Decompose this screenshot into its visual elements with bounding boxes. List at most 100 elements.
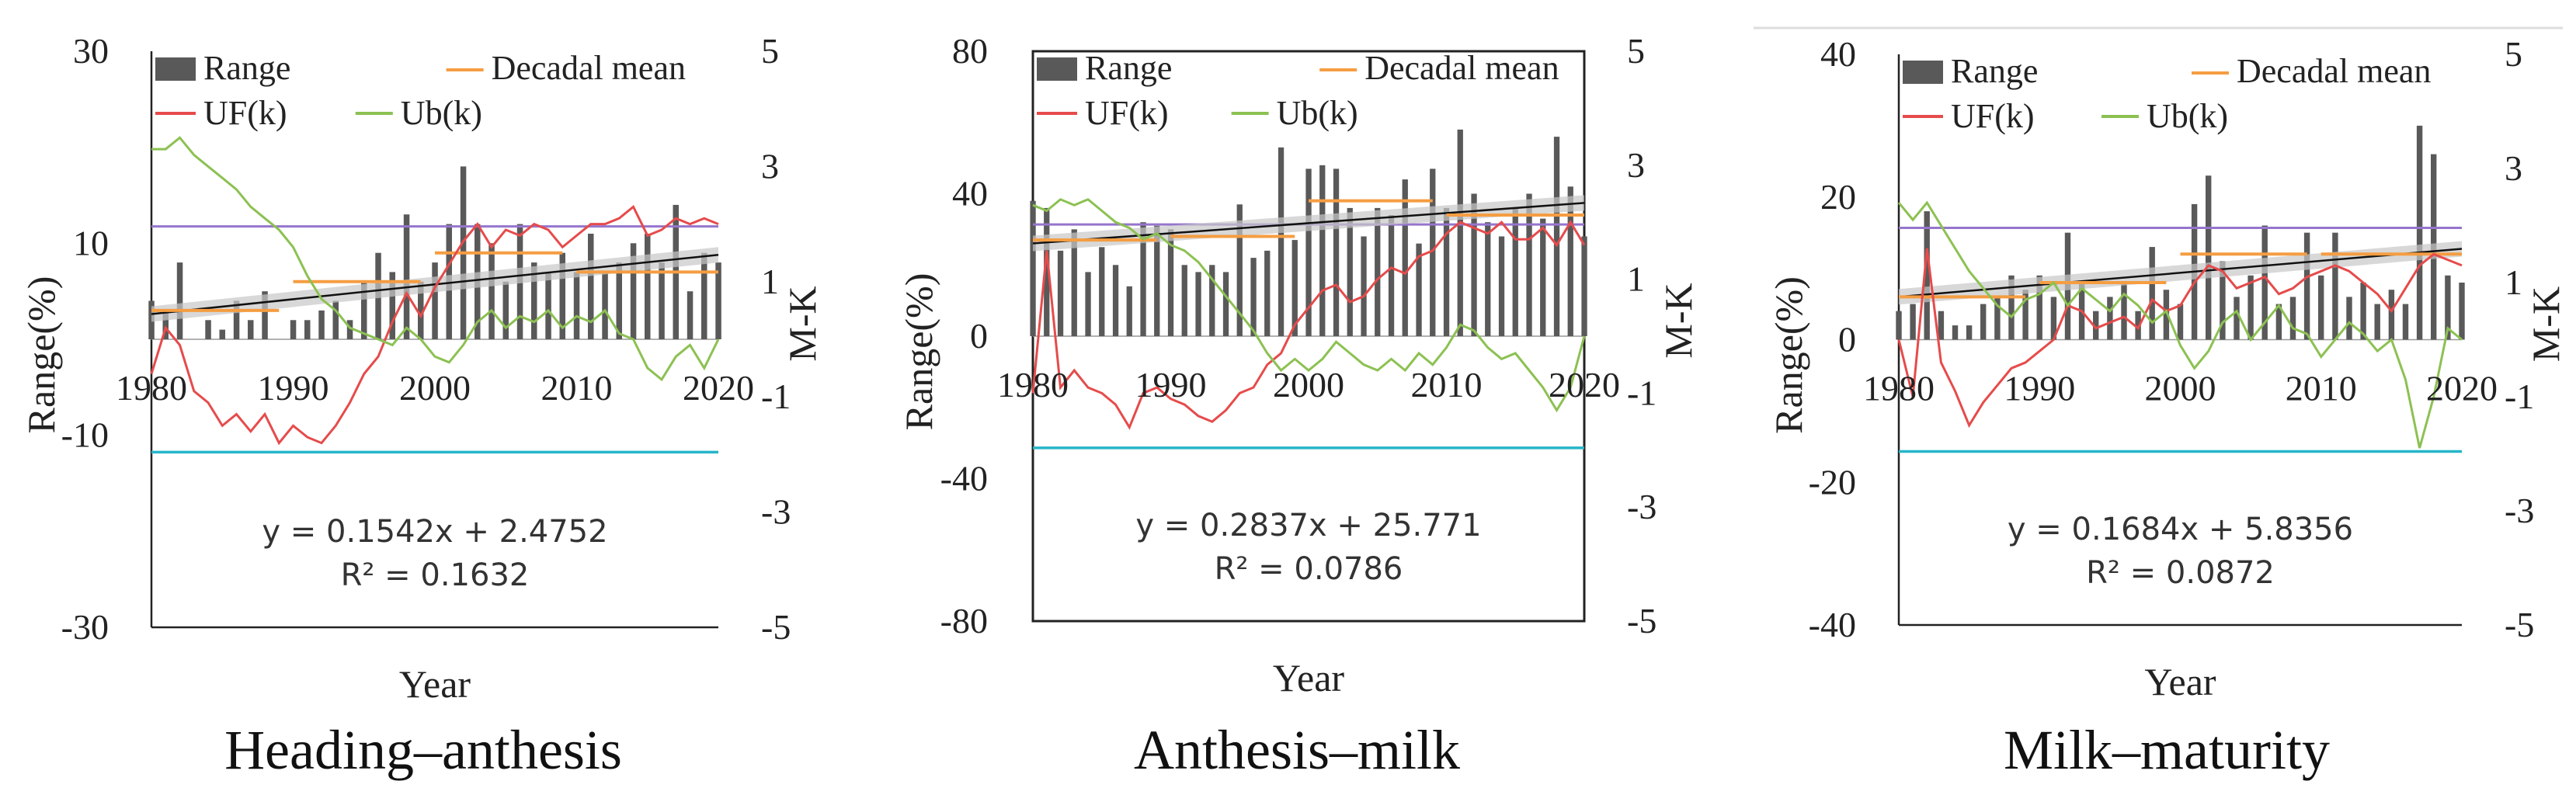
y2-tick-label--5: -5 [2505,605,2534,644]
y2-tick-label--3: -3 [2505,491,2534,530]
regression-equation: y = 0.2837x + 25.771 [1135,508,1481,543]
y-tick-label--10: -10 [61,415,109,455]
x-axis-title: Year [2144,660,2216,703]
y2-tick-label-5: 5 [1627,31,1645,71]
range-bar-1984 [205,320,211,339]
x-tick-label-2010: 2010 [1411,365,1483,404]
range-bar-1995 [361,281,367,339]
y2-tick-label-1: 1 [761,262,779,301]
range-bar-2008 [2289,297,2296,340]
range-bar-2002 [2206,175,2212,340]
range-bar-1998 [403,214,410,339]
range-bar-2010 [1443,207,1450,336]
range-bar-2019 [2445,275,2451,340]
range-bar-2003 [2220,261,2226,340]
y2-tick-label--5: -5 [1627,601,1656,641]
range-bar-2000 [1305,168,1312,336]
y2-axis-title: M-K [1656,283,1700,358]
range-bar-1986 [1112,265,1119,337]
range-bar-2002 [1333,168,1340,336]
y-tick-label-40: 40 [952,174,988,214]
range-bar-2004 [488,243,495,339]
range-bar-1992 [318,310,325,339]
range-bar-1993 [1209,265,1215,337]
x-tick-label-1990: 1990 [2004,369,2075,408]
uf-line [1031,220,1586,430]
range-bar-2005 [502,281,509,339]
range-bar-2011 [1457,129,1463,336]
range-bar-2014 [630,243,637,339]
range-bar-1992 [1195,272,1201,336]
legend-label-uf: UF(k) [1085,94,1169,132]
range-bar-1983 [1938,311,1945,340]
range-bar-2010 [573,272,580,339]
y-tick-label-80: 80 [952,31,988,71]
r-squared-label: R² = 0.0786 [1215,551,1403,587]
x-tick-label-1980: 1980 [1863,369,1935,408]
x-tick-label-2020: 2020 [683,368,754,408]
range-bar-1991 [1181,265,1187,337]
range-bar-2007 [2275,304,2282,340]
x-tick-label-2000: 2000 [2145,369,2216,408]
y-axis-title: Range(%) [897,273,940,431]
range-bar-1997 [389,272,395,339]
range-bar-2008 [1416,243,1422,336]
range-bar-2020 [2459,283,2465,340]
range-bar-1991 [2050,297,2057,340]
y2-tick-label-5: 5 [761,31,779,71]
y-tick-label--40: -40 [1809,605,1856,644]
x-tick-label-1980: 1980 [997,365,1069,404]
range-bar-1988 [2008,275,2015,340]
range-bar-1994 [1222,272,1229,336]
range-bar-2005 [1375,207,1381,336]
range-bar-1989 [2022,290,2028,340]
range-bar-2015 [1512,207,1518,336]
range-bar-2004 [2234,297,2240,340]
x-tick-label-2020: 2020 [1549,365,1620,404]
range-bar-1982 [1057,250,1064,336]
range-bar-2000 [2177,304,2184,340]
regression-equation: y = 0.1684x + 5.8356 [2008,512,2353,547]
legend-label-decadal: Decadal mean [2237,52,2431,90]
legend-label-ub: Ub(k) [401,94,482,132]
x-tick-label-2010: 2010 [2286,369,2357,408]
y2-tick-label-5: 5 [2505,34,2522,74]
ub-line [1032,198,1586,413]
chart-panel-milk-maturity: -40 -20 0 20 40 -5 -3 -1 1 3 5 1980 1990 2000 2010 2020… [1767,34,2567,781]
range-bar-1988 [1140,222,1146,336]
range-bar-2019 [1567,186,1573,336]
range-bar-1984 [1085,272,1091,336]
range-bar-2017 [1540,218,1546,336]
range-bar-2011 [2332,232,2338,340]
y-tick-label-40: 40 [1820,34,1856,74]
range-bar-2011 [588,234,594,339]
legend-label-decadal: Decadal mean [1364,49,1559,87]
y-tick-label--20: -20 [1809,462,1856,502]
x-tick-label-2000: 2000 [1273,365,1344,404]
range-bar-1982 [1924,211,1930,340]
y2-tick-label-1: 1 [2505,262,2522,302]
range-bar-1989 [1154,225,1160,336]
uf-line [1897,248,2463,429]
range-bar-2000 [432,262,438,339]
range-bar-2003 [1347,207,1353,336]
trend-line [151,253,719,315]
range-bar-1999 [1291,240,1298,336]
range-bar-1987 [1126,286,1132,336]
range-bar-1999 [2163,290,2170,340]
x-tick-label-1990: 1990 [1135,365,1207,404]
range-bar-2014 [2374,304,2380,340]
r-squared-label: R² = 0.0872 [2086,555,2275,591]
regression-equation: y = 0.1542x + 2.4752 [262,514,607,550]
range-bar-1996 [1250,258,1257,336]
y2-axis-title: M-K [780,286,824,361]
range-bar-2008 [545,272,551,339]
legend-label-range: Range [1951,52,2038,90]
range-bar-1982 [176,262,183,339]
range-bar-1986 [1980,304,1987,340]
chart-panel-heading-anthesis: -30 -10 10 30 -5 -3 -1 1 3 5 1980 1990 2000 2010 2020 R… [19,31,824,781]
y2-tick-label--3: -3 [1627,487,1656,526]
y2-tick-label--3: -3 [761,492,791,532]
x-axis-title: Year [399,662,471,706]
